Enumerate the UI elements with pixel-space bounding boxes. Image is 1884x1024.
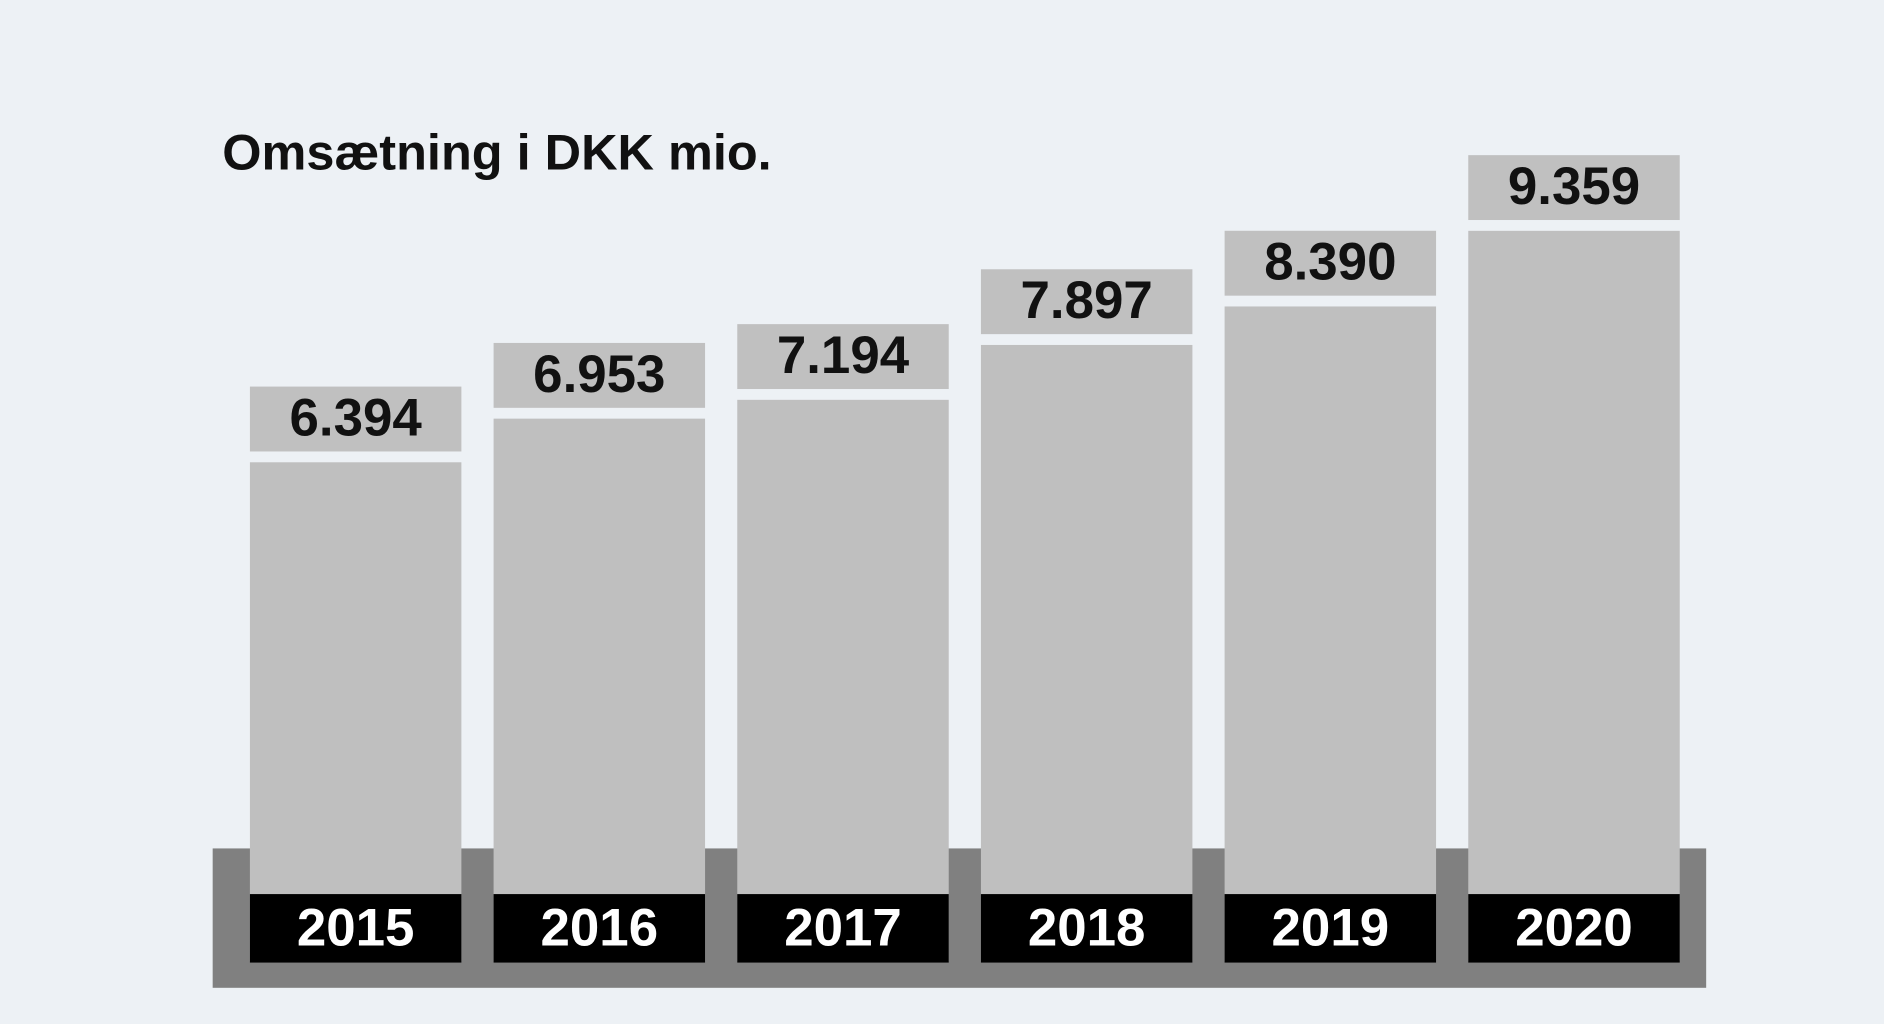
value-label: 8.390 xyxy=(1264,233,1396,292)
value-label-box xyxy=(493,342,706,408)
value-label: 7.194 xyxy=(777,326,910,385)
chart-title: Omsætning i DKK mio. xyxy=(222,124,771,181)
category-label-box xyxy=(249,894,462,963)
value-label-box xyxy=(249,386,462,452)
value-label-box xyxy=(980,269,1193,335)
value-label: 7.897 xyxy=(1021,271,1153,330)
x-tick-label: 2020 xyxy=(1515,898,1633,957)
value-label-box xyxy=(737,324,949,390)
category-label-box xyxy=(1224,894,1437,963)
value-label-box xyxy=(1224,230,1437,296)
base-band xyxy=(212,848,1707,988)
category-label-box xyxy=(493,894,706,963)
category-label-box xyxy=(737,894,949,963)
x-tick-label: 2016 xyxy=(541,898,659,957)
x-tick-label: 2015 xyxy=(297,898,415,957)
x-tick-label: 2017 xyxy=(784,898,902,957)
value-label: 6.394 xyxy=(290,388,423,447)
x-tick-label: 2018 xyxy=(1028,898,1146,957)
bar xyxy=(737,399,949,962)
value-label: 6.953 xyxy=(533,345,665,404)
x-tick-label: 2019 xyxy=(1272,898,1390,957)
category-label-box xyxy=(1468,894,1680,963)
value-label: 9.359 xyxy=(1508,157,1640,216)
category-label-box xyxy=(980,894,1193,963)
bar xyxy=(1468,230,1680,962)
bar xyxy=(493,418,706,962)
value-label-box xyxy=(1468,155,1680,221)
bar xyxy=(1224,306,1437,962)
bar xyxy=(980,344,1193,962)
bar xyxy=(249,462,462,962)
